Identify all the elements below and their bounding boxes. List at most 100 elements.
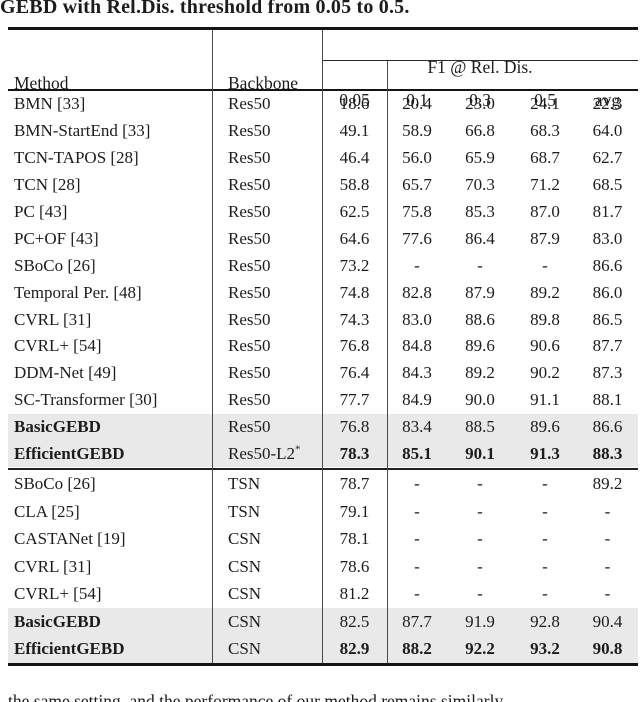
value-cell: 88.3 [592, 444, 623, 464]
value-cell: 89.6 [465, 336, 495, 356]
value-cell: 74.8 [339, 282, 370, 302]
table-top-rule [8, 27, 638, 30]
backbone-cell: CSN [228, 611, 262, 631]
value-cell: 70.3 [465, 175, 495, 195]
value-cell: 84.8 [402, 336, 432, 356]
threshold-005-divider [387, 61, 389, 663]
value-cell: 77.6 [402, 228, 432, 248]
value-cell: 84.3 [402, 363, 432, 383]
value-cell: 91.9 [465, 611, 495, 631]
method-cell: Temporal Per. [48] [14, 282, 142, 302]
value-cell: 81.2 [339, 584, 370, 604]
value-cell: - [477, 255, 483, 275]
value-cell: 87.3 [592, 363, 623, 383]
method-cell: CVRL+ [54] [14, 336, 102, 356]
value-cell: 91.1 [530, 390, 560, 410]
table-row: TCN [28] Res50 58.8 65.7 70.3 71.2 68.5 [8, 172, 638, 199]
value-cell: - [542, 255, 548, 275]
value-cell: 86.5 [592, 309, 623, 329]
backbone-cell: Res50 [228, 336, 271, 356]
value-cell: 89.2 [530, 282, 560, 302]
table-row: CVRL+ [54] Res50 76.8 84.8 89.6 90.6 87.7 [8, 333, 638, 360]
table-row: TCN-TAPOS [28] Res50 46.4 56.0 65.9 68.7 62.7 [8, 145, 638, 172]
value-cell: 89.6 [530, 417, 560, 437]
table-row: CVRL [31] Res50 74.3 83.0 88.6 89.8 86.5 [8, 306, 638, 333]
value-cell: 82.9 [339, 639, 370, 659]
backbone-cell: Res50 [228, 282, 271, 302]
table-row: CASTANet [19] CSN 78.1 - - - - [8, 526, 638, 554]
value-cell: - [604, 556, 611, 576]
cropped-text-line: the same setting, and the performance of… [8, 691, 504, 702]
table-row: BMN-StartEnd [33] Res50 49.1 58.9 66.8 68.3 64… [8, 118, 638, 145]
method-cell: BMN [33] [14, 94, 86, 114]
method-cell: DDM-Net [49] [14, 363, 117, 383]
table-row: PC+OF [43] Res50 64.6 77.6 86.4 87.9 83.0 [8, 225, 638, 252]
value-cell: 91.3 [530, 444, 560, 464]
value-cell: 73.2 [339, 255, 370, 275]
value-cell: - [477, 556, 483, 576]
backbone-column-header: Backbone [228, 73, 298, 93]
value-cell: 22.3 [592, 94, 623, 114]
value-cell: 88.1 [592, 390, 623, 410]
value-cell: - [477, 529, 483, 549]
table-row: CVRL+ [54] CSN 81.2 - - - - [8, 581, 638, 609]
value-cell: 86.0 [592, 282, 623, 302]
value-cell: - [604, 584, 611, 604]
threshold-header: 0.5 [534, 89, 556, 110]
value-cell: 66.8 [465, 121, 495, 141]
table-bottom-rule [8, 663, 638, 666]
value-cell: - [542, 584, 548, 604]
value-cell: 82.8 [402, 282, 432, 302]
value-cell: 85.3 [465, 202, 495, 221]
value-cell: 89.2 [592, 474, 623, 494]
value-cell: 88.2 [402, 639, 432, 659]
backbone-cell: Res50 [228, 228, 271, 248]
value-cell: 24.1 [530, 94, 560, 114]
value-cell: 90.8 [592, 639, 623, 659]
method-cell: SBoCo [26] [14, 474, 96, 494]
value-cell: 88.6 [465, 309, 495, 329]
value-cell: 78.1 [339, 529, 370, 549]
method-cell: CVRL [31] [14, 309, 92, 329]
method-cell: CLA [25] [14, 501, 80, 521]
results-table: Method Backbone F1 @ Rel. Dis. 0.05 0.1 0.… [8, 27, 638, 666]
value-cell: 76.4 [339, 363, 370, 383]
value-cell: 78.6 [339, 556, 370, 576]
value-cell: 18.6 [339, 94, 370, 114]
value-cell: 90.6 [530, 336, 560, 356]
value-cell: 46.4 [339, 148, 370, 168]
value-cell: 90.0 [465, 390, 495, 410]
value-cell: 90.2 [530, 363, 560, 383]
method-cell: EfficientGEBD [14, 444, 125, 464]
value-cell: 90.1 [465, 444, 495, 464]
backbone-f1-divider [322, 29, 324, 663]
backbone-cell: Res50 [228, 390, 271, 410]
value-cell: 82.5 [339, 611, 370, 631]
value-cell: - [414, 529, 420, 549]
value-cell: 68.5 [592, 175, 623, 195]
value-cell: 89.8 [530, 309, 560, 329]
backbone-cell: CSN [228, 584, 262, 604]
table-row: CLA [25] TSN 79.1 - - - - [8, 498, 638, 526]
value-cell: 71.2 [530, 175, 560, 195]
value-cell: 62.5 [339, 202, 370, 221]
value-cell: 56.0 [402, 148, 432, 168]
method-cell: SBoCo [26] [14, 255, 96, 275]
backbone-cell: CSN [228, 639, 262, 659]
value-cell: 88.5 [465, 417, 495, 437]
value-cell: 87.7 [592, 336, 623, 356]
value-cell: 20.4 [402, 94, 432, 114]
threshold-header: 0.05 [339, 89, 370, 110]
method-cell: TCN-TAPOS [28] [14, 148, 139, 168]
value-cell: 90.4 [592, 611, 623, 631]
value-cell: - [414, 474, 420, 494]
value-cell: 68.3 [530, 121, 560, 141]
value-cell: 87.7 [402, 611, 432, 631]
value-cell: 49.1 [339, 121, 370, 141]
value-cell: 62.7 [592, 148, 623, 168]
value-cell: 92.8 [530, 611, 560, 631]
value-cell: - [414, 501, 420, 521]
method-cell: EfficientGEBD [14, 639, 125, 659]
value-cell: 65.9 [465, 148, 495, 168]
value-cell: 23.0 [465, 94, 495, 114]
